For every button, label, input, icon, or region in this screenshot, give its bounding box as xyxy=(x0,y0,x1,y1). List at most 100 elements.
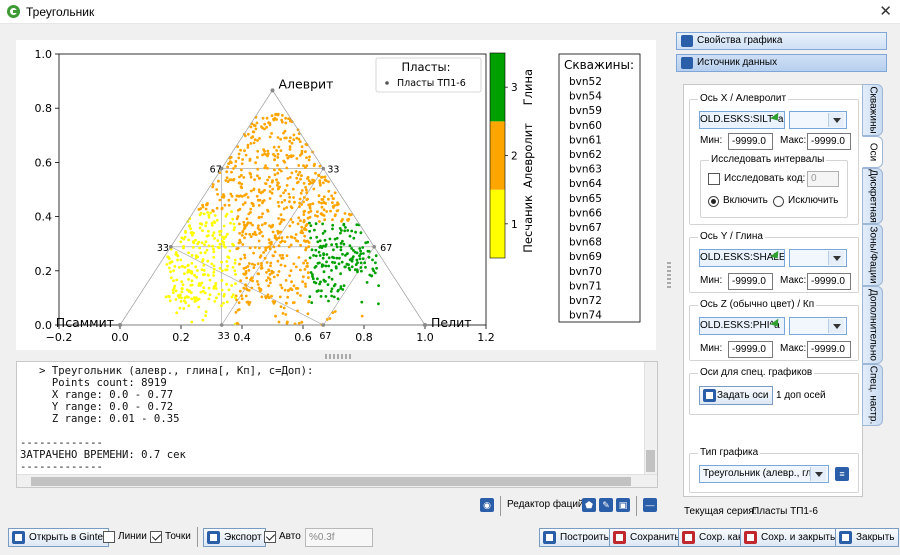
scatter-point xyxy=(300,225,304,229)
scatter-point xyxy=(281,256,285,260)
pin-icon[interactable]: ◉ xyxy=(480,498,494,512)
exclude-radio[interactable] xyxy=(773,196,784,207)
axis-z-min-field[interactable]: -9999.0 xyxy=(728,341,773,358)
open-in-gintel-button[interactable]: Открыть в Gintel xyxy=(8,528,110,547)
tab-additional[interactable]: Дополнительно xyxy=(862,286,883,364)
scatter-point xyxy=(230,170,233,174)
scatter-point xyxy=(253,178,256,182)
scatter-point xyxy=(201,318,205,322)
graph-properties-header[interactable]: Свойства графика xyxy=(676,32,887,50)
axis-z-curve-combo[interactable]: OLD.ESKS:PHI^a xyxy=(699,317,785,335)
scatter-point xyxy=(289,287,292,291)
scatter-point xyxy=(282,131,285,135)
axis-y-min-field[interactable]: -9999.0 xyxy=(728,273,773,290)
scatter-point xyxy=(271,187,275,191)
close-icon[interactable]: ✕ xyxy=(879,3,892,20)
set-axes-button[interactable]: Задать оси xyxy=(699,386,773,405)
tab-discrete[interactable]: Дискретная xyxy=(862,168,883,224)
axis-y-max-field[interactable]: -9999.0 xyxy=(807,273,851,290)
code-spinner[interactable]: 0 xyxy=(807,171,839,187)
facies-remove-icon[interactable]: — xyxy=(643,498,657,512)
axis-z-max-field[interactable]: -9999.0 xyxy=(807,341,851,358)
scatter-point xyxy=(234,273,237,276)
close-button[interactable]: Закрыть xyxy=(835,528,899,547)
scatter-point xyxy=(319,244,322,248)
lines-checkbox[interactable] xyxy=(103,531,115,543)
auto-checkbox[interactable] xyxy=(264,531,276,543)
save-and-close-button[interactable]: Сохр. и закрыть xyxy=(740,528,840,547)
tab-special-settings[interactable]: Спец. настр. xyxy=(862,364,883,426)
scatter-point xyxy=(172,279,175,283)
format-input[interactable]: %0.3f xyxy=(305,528,373,547)
scatter-point xyxy=(230,284,234,287)
scatter-point xyxy=(335,242,338,246)
scatter-point xyxy=(265,279,268,282)
scatter-point xyxy=(263,152,266,156)
explore-code-checkbox[interactable] xyxy=(708,173,720,185)
facies-edit-icon[interactable]: ✎ xyxy=(599,498,613,512)
vertical-splitter[interactable] xyxy=(667,262,671,288)
scatter-point xyxy=(197,284,201,287)
scatter-point xyxy=(289,269,293,273)
vertex-label-right: Пелит xyxy=(431,315,472,330)
scatter-point xyxy=(218,198,222,202)
scatter-point xyxy=(213,237,217,240)
scatter-point xyxy=(313,162,316,166)
console-hscrollbar[interactable] xyxy=(17,474,657,487)
scatter-point xyxy=(251,135,255,139)
console-vscrollbar[interactable] xyxy=(644,362,657,475)
scatter-point xyxy=(205,234,209,238)
list-icon xyxy=(681,57,693,69)
console-text: > Треугольник (алевр., глина[, Кп], c=До… xyxy=(20,365,314,473)
include-radio[interactable] xyxy=(708,196,719,207)
grid-marker xyxy=(219,323,224,327)
tab-zones-facies[interactable]: Зоны/Фации xyxy=(862,224,883,286)
scatter-point xyxy=(327,299,330,303)
scatter-point xyxy=(269,242,273,246)
scatter-point xyxy=(333,191,337,195)
tab-axes[interactable]: Оси xyxy=(862,136,883,168)
scatter-point xyxy=(247,303,251,306)
scatter-point xyxy=(214,282,218,285)
scatter-point xyxy=(362,252,365,255)
scatter-point xyxy=(195,275,199,279)
tab-wells[interactable]: Скважины xyxy=(862,84,883,136)
console-output[interactable]: > Треугольник (алевр., глина[, Кп], c=До… xyxy=(16,361,658,488)
graph-type-select[interactable]: Треугольник (алевр., гли xyxy=(699,465,829,483)
facies-save-icon[interactable]: ▣ xyxy=(616,498,630,512)
horizontal-splitter[interactable] xyxy=(325,354,351,359)
save-as-button[interactable]: Сохр. как xyxy=(678,528,747,547)
scatter-point xyxy=(348,244,352,248)
scatter-point xyxy=(174,289,178,293)
axis-z-dropdown[interactable] xyxy=(789,317,847,335)
scatter-point xyxy=(172,291,175,294)
scatter-point xyxy=(238,262,241,266)
scatter-point xyxy=(245,300,249,304)
scatter-point xyxy=(169,270,173,274)
scatter-point xyxy=(366,249,370,253)
axis-y-dropdown[interactable] xyxy=(789,249,847,267)
scatter-point xyxy=(302,218,306,222)
axis-x-dropdown[interactable] xyxy=(789,111,847,129)
scatter-point xyxy=(227,162,231,165)
scatter-point xyxy=(261,116,265,120)
points-checkbox[interactable] xyxy=(150,531,162,543)
vertex-marker xyxy=(270,88,275,93)
axis-y-curve-combo[interactable]: OLD.ESKS:SHALE^a xyxy=(699,249,785,267)
axis-x-min-field[interactable]: -9999.0 xyxy=(728,133,773,150)
axis-x-max-field[interactable]: -9999.0 xyxy=(807,133,851,150)
scatter-point xyxy=(293,322,297,326)
scatter-point xyxy=(293,236,297,240)
scatter-point xyxy=(288,155,291,158)
axis-x-curve-combo[interactable]: OLD.ESKS:SILT^a xyxy=(699,111,785,129)
sliders-icon[interactable]: ≡ xyxy=(835,467,849,481)
scatter-point xyxy=(240,234,244,237)
export-button[interactable]: Экспорт xyxy=(203,528,266,547)
save-button[interactable]: Сохранить xyxy=(609,528,684,547)
grid-marker xyxy=(321,323,326,327)
facies-add-icon[interactable]: ⬟ xyxy=(582,498,596,512)
scatter-point xyxy=(189,231,193,235)
title-bar: Треугольник ✕ xyxy=(0,0,900,24)
data-source-header[interactable]: Источник данных xyxy=(676,54,887,72)
build-button[interactable]: Построить xyxy=(539,528,613,547)
